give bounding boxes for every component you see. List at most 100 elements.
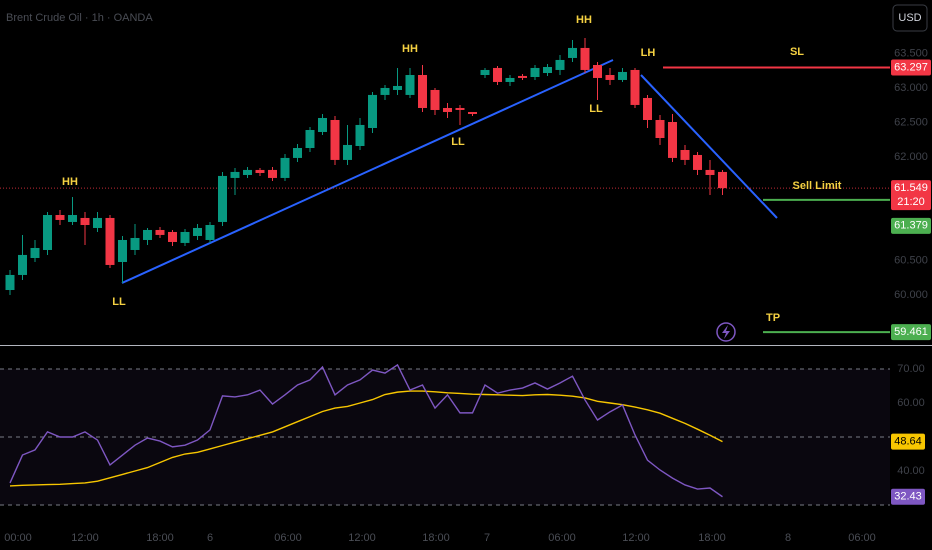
swing-label: LH — [641, 47, 656, 59]
candle-body — [43, 215, 52, 250]
last-value-label: 32.43 — [894, 491, 922, 503]
candle-body — [130, 237, 140, 250]
trend-line — [121, 59, 614, 284]
candle-body — [530, 67, 540, 78]
x-tick-label: 12:00 — [348, 532, 376, 544]
alert-bolt — [722, 325, 730, 339]
last-value-box — [891, 488, 925, 505]
candle-body — [680, 150, 690, 160]
y-tick-label: 62.000 — [894, 151, 928, 163]
x-tick-label: 06:00 — [274, 532, 302, 544]
level-price-box — [891, 217, 931, 234]
candle-body — [518, 75, 527, 78]
candle-body — [168, 231, 177, 242]
x-tick-label: 00:00 — [4, 532, 32, 544]
candle-body — [268, 169, 277, 178]
x-tick-label: 18:00 — [698, 532, 726, 544]
x-tick-label: 6 — [207, 532, 213, 544]
candle-body — [468, 111, 477, 114]
last-value-box — [891, 433, 925, 450]
swing-label: HH — [576, 14, 592, 26]
alert-icon[interactable] — [716, 322, 736, 342]
candle-body — [230, 171, 240, 178]
y-tick-label: 62.500 — [894, 116, 928, 128]
candle-body — [693, 154, 702, 170]
candle-body — [430, 89, 440, 110]
y-tick-label: 60.500 — [894, 254, 928, 266]
candle-body — [5, 274, 15, 291]
candle-body — [355, 124, 365, 147]
swing-label: HH — [402, 43, 418, 55]
swing-label: HH — [62, 176, 78, 188]
candle-body — [718, 171, 727, 189]
currency-button[interactable] — [892, 4, 928, 32]
candle-body — [143, 229, 152, 240]
y-tick-label: 63.000 — [894, 82, 928, 94]
level-price-box — [891, 324, 931, 341]
last-price-box — [891, 180, 931, 211]
candle-body — [618, 71, 627, 80]
candle-body — [318, 117, 327, 132]
y-tick-label: 70.00 — [897, 363, 925, 375]
candle-body — [343, 144, 352, 160]
rsi-band — [0, 369, 890, 506]
candle-body — [55, 215, 65, 220]
y-tick-label: 60.00 — [897, 397, 925, 409]
last-value-label: 48.64 — [894, 436, 922, 448]
candle-body — [305, 129, 315, 149]
candle-body — [218, 175, 227, 222]
candle-body — [593, 64, 602, 78]
candle-body — [705, 169, 715, 175]
candle-body — [505, 77, 515, 82]
candle-body — [630, 69, 640, 105]
x-tick-label: 8 — [785, 532, 791, 544]
candle-body — [68, 215, 77, 222]
candle-body — [605, 75, 615, 80]
candle-body — [555, 59, 565, 70]
y-tick-label: 60.000 — [894, 289, 928, 301]
candle-body — [105, 217, 115, 265]
x-tick-label: 18:00 — [422, 532, 450, 544]
y-tick-label: 63.500 — [894, 47, 928, 59]
candle-body — [243, 169, 252, 175]
candle-body — [155, 229, 165, 235]
candle-body — [480, 69, 490, 76]
candle-body — [280, 157, 290, 178]
rsi-line — [9, 390, 723, 487]
candle-body — [655, 119, 665, 138]
level-price-box — [891, 59, 931, 76]
candle-body — [393, 85, 402, 90]
candle-body — [180, 231, 190, 243]
level-price-label: 59.461 — [894, 326, 928, 338]
rsi-line — [9, 363, 723, 498]
candle-body — [418, 75, 427, 108]
candle-body — [80, 217, 90, 226]
candle-body — [255, 169, 265, 173]
x-tick-label: 18:00 — [146, 532, 174, 544]
candle-body — [30, 247, 40, 258]
x-tick-label: 12:00 — [622, 532, 650, 544]
x-tick-label: 06:00 — [848, 532, 876, 544]
candle-body — [118, 239, 127, 262]
y-tick-label: 40.00 — [897, 465, 925, 477]
candle-body — [93, 217, 102, 228]
candle-body — [543, 66, 552, 74]
candle-body — [18, 254, 27, 275]
trend-line — [640, 74, 778, 219]
alert-circle — [716, 322, 736, 342]
level-price-label: 63.297 — [894, 61, 928, 73]
candle-body — [193, 227, 202, 236]
candle-body — [405, 75, 415, 95]
level-price-label: 61.379 — [894, 220, 928, 232]
level-name: TP — [766, 312, 780, 324]
candle-body — [293, 148, 302, 158]
countdown-label: 21:20 — [897, 196, 925, 208]
chart-title: Brent Crude Oil · 1h · OANDA — [6, 12, 153, 24]
x-tick-label: 06:00 — [548, 532, 576, 544]
candle-body — [643, 97, 652, 120]
candle-body — [493, 67, 502, 82]
swing-label: LL — [112, 296, 126, 308]
